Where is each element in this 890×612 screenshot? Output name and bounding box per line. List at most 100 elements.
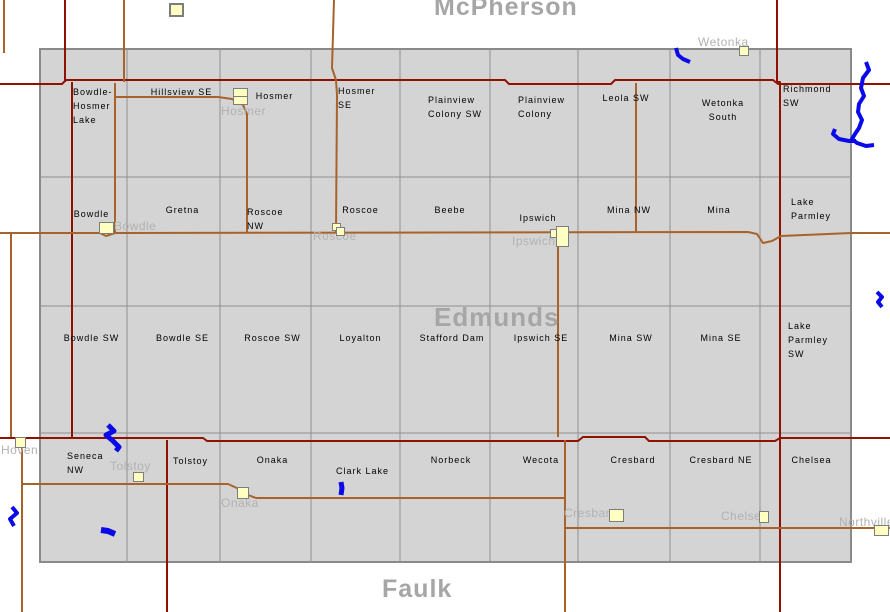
quad-label-norbeck: Norbeck <box>430 455 472 465</box>
quad-cell-roscoe-nw[interactable] <box>220 177 311 306</box>
quad-cell-clark-lake[interactable] <box>311 433 400 562</box>
town-marker-northville[interactable] <box>874 525 889 536</box>
quad-label-roscoe: Roscoe <box>342 205 379 215</box>
quad-cell-richmond-sw[interactable] <box>760 49 851 177</box>
quad-label-richmond-sw: Richmond SW <box>783 84 832 108</box>
quad-label-hosmer: Hosmer <box>255 91 294 101</box>
quad-label-chelsea: Chelsea <box>791 455 832 465</box>
quad-label-gretna: Gretna <box>165 205 200 215</box>
county-line-east-vertical <box>776 0 781 612</box>
quad-cell-wecota[interactable] <box>490 433 578 562</box>
town-marker-bowdle[interactable] <box>99 222 114 234</box>
county-line-mcpherson-edmunds <box>0 79 890 85</box>
town-marker-wetonka[interactable] <box>739 46 749 56</box>
river-richmond-river <box>850 61 875 148</box>
town-marker-cresbard[interactable] <box>609 509 624 522</box>
quad-label-wetonka-south: Wetonka South <box>701 98 745 122</box>
town-marker-hoven[interactable] <box>15 437 26 448</box>
quad-cell-mina-se[interactable] <box>670 306 760 433</box>
river-onaka-lake <box>100 527 117 537</box>
quad-cell-seneca-nw[interactable] <box>40 433 127 562</box>
town-marker-unnamed-town[interactable] <box>169 3 184 17</box>
quad-label-wecota: Wecota <box>522 455 560 465</box>
town-label-onaka: Onaka <box>221 496 259 510</box>
quad-cell-gretna[interactable] <box>127 177 220 306</box>
river-hoven-creek <box>8 505 19 527</box>
quad-cell-bowdle[interactable] <box>40 177 127 306</box>
quad-label-clark-lake: Clark Lake <box>335 466 390 476</box>
quad-label-onaka: Onaka <box>256 455 289 465</box>
town-label-roscoe: Roscoe <box>313 229 357 243</box>
quad-cell-mina[interactable] <box>670 177 760 306</box>
quad-cell-cresbard-ne[interactable] <box>670 433 760 562</box>
town-marker-chelsea[interactable] <box>759 511 769 523</box>
quad-label-tolstoy: Tolstoy <box>172 456 208 466</box>
quad-cell-mina-nw[interactable] <box>578 177 670 306</box>
quad-cell-chelsea[interactable] <box>760 433 851 562</box>
quad-cell-lake-parmley[interactable] <box>760 177 851 306</box>
town-label-tolstoy: Tolstoy <box>110 459 151 473</box>
river-right-small-creek <box>875 290 884 309</box>
town-label-cresbard: Cresbard <box>564 506 618 520</box>
quad-cell-loyalton[interactable] <box>311 306 400 433</box>
town-marker-onaka[interactable] <box>237 487 249 499</box>
quad-label-bowdle-sw: Bowdle SW <box>63 333 120 343</box>
road-roscoe-north <box>331 0 338 233</box>
quad-cell-hosmer-se[interactable] <box>311 49 400 177</box>
quad-label-seneca-nw: Seneca NW <box>67 451 104 475</box>
river-clark-lake-water <box>338 481 345 496</box>
county-label-faulk: Faulk <box>382 575 453 603</box>
quad-label-leola-sw: Leola SW <box>602 93 650 103</box>
town-label-chelsea: Chelsea <box>721 509 769 523</box>
quad-cell-bowdle-hosmer-lake[interactable] <box>40 49 127 177</box>
town-label-hoven: Hoven <box>1 443 39 457</box>
town-label-ipswich: Ipswich <box>512 234 556 248</box>
quad-label-bowdle-hosmer-lake: Bowdle- Hosmer Lake <box>73 87 113 125</box>
quad-cell-bowdle-se[interactable] <box>127 306 220 433</box>
county-label-edmunds: Edmunds <box>434 302 560 332</box>
quad-cell-ipswich-se[interactable] <box>490 306 578 433</box>
quad-cell-wetonka-south[interactable] <box>670 49 760 177</box>
quad-label-ipswich-se: Ipswich SE <box>513 333 569 343</box>
town-marker-tolstoy[interactable] <box>133 472 144 482</box>
quad-cell-onaka[interactable] <box>220 433 311 562</box>
quad-cell-tolstoy[interactable] <box>127 433 220 562</box>
quad-cell-stafford-dam[interactable] <box>400 306 490 433</box>
quad-label-bowdle: Bowdle <box>73 209 110 219</box>
quad-cell-plainview-colony[interactable] <box>490 49 578 177</box>
quad-label-lake-parmley-sw: Lake Parmley SW <box>788 321 829 359</box>
town-label-hosmer: Hosmer <box>221 104 267 118</box>
town-label-wetonka: Wetonka <box>698 35 749 49</box>
quad-label-hosmer-se: Hosmer SE <box>338 86 376 110</box>
county-label-mcpherson: McPherson <box>434 0 578 21</box>
quad-cell-hosmer[interactable] <box>220 49 311 177</box>
quad-cell-lake-parmley-sw[interactable] <box>760 306 851 433</box>
quad-cell-mina-sw[interactable] <box>578 306 670 433</box>
quad-label-roscoe-nw: Roscoe NW <box>247 207 284 231</box>
quad-label-stafford-dam: Stafford Dam <box>419 333 485 343</box>
town-marker-roscoe[interactable] <box>336 227 345 236</box>
quad-label-lake-parmley: Lake Parmley <box>791 197 832 221</box>
quad-cell-roscoe[interactable] <box>311 177 400 306</box>
quad-cell-beebe[interactable] <box>400 177 490 306</box>
quad-label-cresbard: Cresbard <box>610 455 656 465</box>
quad-cell-plainview-colony-sw[interactable] <box>400 49 490 177</box>
quad-label-plainview-colony: Plainview Colony <box>518 95 566 119</box>
river-wetonka-creek <box>674 47 691 64</box>
quad-label-loyalton: Loyalton <box>339 333 382 343</box>
town-marker-ipswich[interactable] <box>556 226 569 247</box>
quad-cell-norbeck[interactable] <box>400 433 490 562</box>
quad-cell-roscoe-sw[interactable] <box>220 306 311 433</box>
quad-cell-leola-sw[interactable] <box>578 49 670 177</box>
quad-label-roscoe-sw: Roscoe SW <box>244 333 301 343</box>
town-marker-hosmer[interactable] <box>233 96 248 105</box>
quad-label-mina-sw: Mina SW <box>609 333 653 343</box>
quad-cell-cresbard[interactable] <box>578 433 670 562</box>
quad-label-beebe: Beebe <box>434 205 466 215</box>
quad-label-plainview-colony-sw: Plainview Colony SW <box>428 95 483 119</box>
quad-cell-hillsview-se[interactable] <box>127 49 220 177</box>
quad-cell-bowdle-sw[interactable] <box>40 306 127 433</box>
road-main-highway <box>0 231 890 244</box>
